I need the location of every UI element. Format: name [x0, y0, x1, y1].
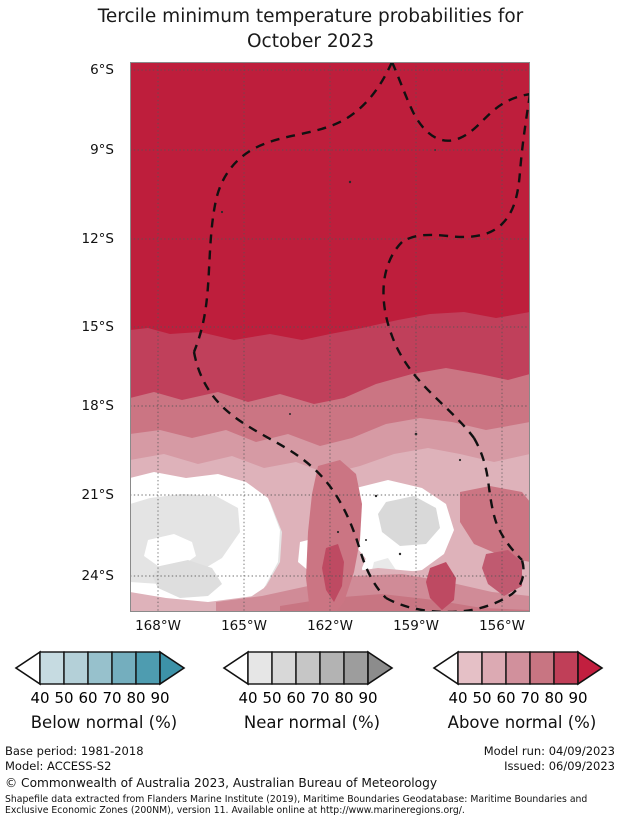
legend-swatch-0 — [39, 651, 65, 685]
x-tick-4: 156°W — [479, 618, 525, 634]
model-text: Model: ACCESS-S2 — [5, 759, 112, 773]
footer: Base period: 1981-2018 Model: ACCESS-S2 … — [0, 744, 621, 816]
x-tick-1: 165°W — [221, 618, 267, 634]
contour-band-white — [130, 472, 280, 612]
legend-tick-3: 70 — [102, 689, 122, 707]
legend-tick-4: 80 — [126, 689, 146, 707]
legend-swatch-1 — [271, 651, 297, 685]
contour-band-right-wedge-2 — [426, 562, 456, 610]
legend-colorbar-below-normal — [6, 648, 202, 688]
island-marker — [336, 530, 340, 534]
island-marker — [414, 432, 418, 436]
issued-text: Issued: 06/09/2023 — [504, 759, 615, 773]
y-axis-labels: 6°S 9°S 12°S 15°S 18°S 21°S 24°S — [0, 62, 124, 612]
legend-title-above-normal: Above normal (%) — [447, 713, 597, 732]
legend-tick-5: 90 — [568, 689, 588, 707]
legend-tick-3: 70 — [310, 689, 330, 707]
legend-tick-1: 50 — [54, 689, 74, 707]
legend-swatch-4 — [135, 651, 161, 685]
contour-fill-group — [130, 62, 530, 612]
y-tick-2: 12°S — [81, 231, 115, 247]
island-marker — [365, 539, 367, 541]
legend-ticks-above-normal: 40 50 60 70 80 90 — [424, 689, 620, 709]
island-marker — [348, 180, 352, 184]
legend-below-normal: 40 50 60 70 80 90 Below normal (%) — [6, 648, 202, 732]
legend-swatch-2 — [505, 651, 531, 685]
legend-above-normal: 40 50 60 70 80 90 Above normal (%) — [424, 648, 620, 732]
legend-tick-0: 40 — [448, 689, 468, 707]
contour-band-right-wedge-3 — [482, 550, 522, 596]
legend-swatch-0 — [247, 651, 273, 685]
legend-tick-0: 40 — [30, 689, 50, 707]
contour-band-gray-patch-1 — [152, 560, 222, 598]
attribution-line-1: Shapefile data extracted from Flanders M… — [5, 794, 588, 805]
legend-tick-5: 90 — [150, 689, 170, 707]
island-marker — [289, 413, 291, 415]
title-line-1: Tercile minimum temperature probabilitie… — [97, 6, 524, 27]
legend-tick-2: 60 — [496, 689, 516, 707]
base-period-text: Base period: 1981-2018 — [5, 744, 144, 758]
attribution-line-2: Exclusive Economic Zones (200NM), versio… — [5, 805, 465, 816]
legend-tick-0: 40 — [238, 689, 258, 707]
legend-swatch-4 — [553, 651, 579, 685]
legend-ticks-near-normal: 40 50 60 70 80 90 — [214, 689, 410, 709]
contour-band-right-wedge-1 — [460, 486, 530, 562]
x-axis-labels: 168°W 165°W 162°W 159°W 156°W — [130, 618, 530, 640]
legend-swatch-2 — [295, 651, 321, 685]
legend-swatch-1 — [481, 651, 507, 685]
legend-colorbar-above-normal — [424, 648, 620, 688]
legend-swatch-5 — [367, 650, 394, 686]
island-marker — [220, 210, 224, 214]
y-tick-5: 21°S — [81, 487, 115, 503]
y-tick-6: 24°S — [81, 568, 115, 584]
legend-tick-2: 60 — [286, 689, 306, 707]
title-line-2: October 2023 — [247, 31, 374, 52]
island-marker — [398, 552, 402, 556]
contour-band-gray-patch-3 — [378, 496, 440, 546]
legend-swatch-0 — [457, 651, 483, 685]
legend-tick-4: 80 — [334, 689, 354, 707]
island-marker — [374, 494, 378, 498]
map-canvas — [130, 62, 530, 612]
copyright-text: © Commonwealth of Australia 2023, Austra… — [5, 776, 438, 790]
probability-map — [130, 62, 530, 612]
y-tick-0: 6°S — [90, 62, 114, 78]
y-tick-3: 15°S — [81, 319, 115, 335]
legend-swatch-3 — [529, 651, 555, 685]
page-title: Tercile minimum temperature probabilitie… — [0, 4, 621, 54]
legend-near-normal: 40 50 60 70 80 90 Near normal (%) — [214, 648, 410, 732]
x-tick-0: 168°W — [135, 618, 181, 634]
legend-swatch-2 — [87, 651, 113, 685]
y-tick-1: 9°S — [90, 142, 114, 158]
island-marker — [458, 458, 462, 462]
legend-tick-1: 50 — [262, 689, 282, 707]
legend-ticks-below-normal: 40 50 60 70 80 90 — [6, 689, 202, 709]
legend-swatch-4 — [343, 651, 369, 685]
eez-boundary-line — [192, 62, 530, 612]
x-tick-3: 159°W — [393, 618, 439, 634]
contour-band-white-3 — [144, 534, 196, 566]
legend-tick-4: 80 — [544, 689, 564, 707]
legend-swatch-5 — [159, 650, 186, 686]
legend-colorbar-near-normal — [214, 648, 410, 688]
legend-title-near-normal: Near normal (%) — [243, 713, 381, 732]
legend-tick-3: 70 — [520, 689, 540, 707]
legend-title-below-normal: Below normal (%) — [30, 713, 178, 732]
legend-swatch-3 — [111, 651, 137, 685]
legend-tick-1: 50 — [472, 689, 492, 707]
legend-tick-2: 60 — [78, 689, 98, 707]
contour-band-central-tongue-core — [322, 544, 344, 602]
legend-tick-5: 90 — [358, 689, 378, 707]
legend-swatch-3 — [319, 651, 345, 685]
model-run-text: Model run: 04/09/2023 — [483, 744, 615, 758]
legend-swatch-1 — [63, 651, 89, 685]
legend-swatch-5 — [577, 650, 604, 686]
contour-band-central-tongue — [306, 460, 362, 612]
y-tick-4: 18°S — [81, 398, 115, 414]
x-tick-2: 162°W — [307, 618, 353, 634]
